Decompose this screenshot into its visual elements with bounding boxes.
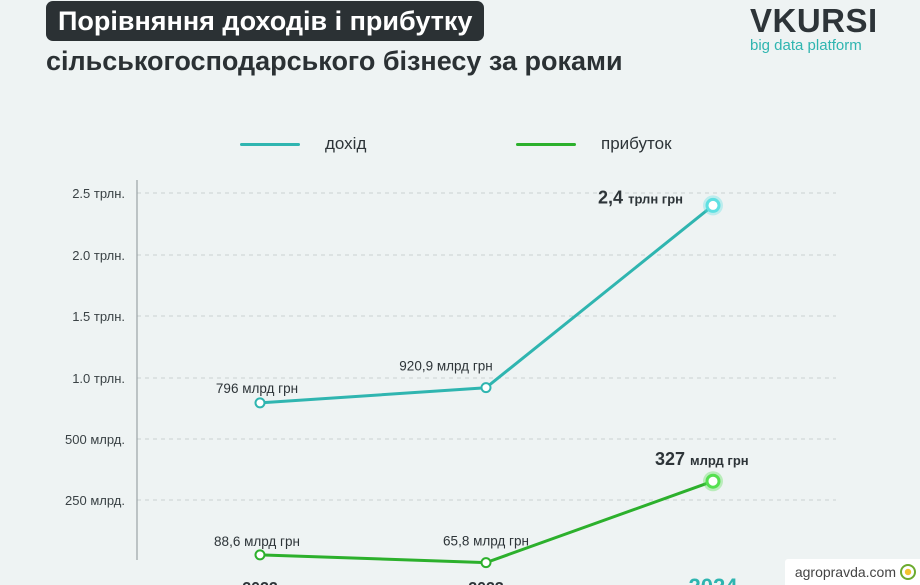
data-point	[480, 382, 492, 394]
watermark: agropravda.com	[784, 559, 920, 585]
chart-title-line-2: сільськогосподарського бізнесу за роками	[46, 46, 623, 76]
legend-label-revenue: дохід	[325, 134, 367, 153]
data-label-highlight: 327 млрд грн	[655, 449, 749, 469]
legend-swatch-profit	[516, 142, 576, 146]
data-label-highlight: 2,4 трлн грн	[598, 187, 683, 207]
series-line-profit	[259, 479, 714, 565]
brand-name: VKURSI	[750, 2, 878, 39]
watermark-text: agropravda.com	[794, 564, 896, 580]
y-tick-label: 1.5 трлн.	[72, 309, 125, 324]
data-label-highlight-unit: трлн грн	[628, 191, 683, 206]
y-tick-label: 250 млрд.	[65, 493, 125, 508]
chart-legend: дохід прибуток	[0, 129, 920, 159]
data-point	[705, 473, 721, 489]
data-label-highlight-unit: млрд грн	[690, 453, 749, 468]
brand-tagline: big data platform	[750, 37, 862, 54]
data-label: 920,9 млрд грн	[399, 359, 492, 374]
y-tick-label: 500 млрд.	[65, 432, 125, 447]
data-label-highlight-value: 2,4	[598, 187, 628, 207]
legend-item-profit: прибуток	[516, 129, 672, 159]
x-tick-label: 2023	[468, 580, 504, 585]
x-tick-label: 2022	[242, 580, 278, 585]
y-tick-label: 2.5 трлн.	[72, 186, 125, 201]
data-label: 796 млрд грн	[216, 381, 298, 396]
agropravda-logo-icon	[900, 564, 916, 580]
data-label-highlight-value: 327	[655, 449, 690, 469]
x-tick-label: 2024	[689, 574, 739, 585]
y-tick-label: 1.0 трлн.	[72, 371, 125, 386]
data-point	[254, 397, 266, 409]
data-point	[705, 197, 721, 213]
legend-swatch-revenue	[240, 142, 300, 146]
data-label: 88,6 млрд грн	[214, 534, 300, 549]
brand-logo: VKURSI big data platform	[750, 2, 878, 54]
legend-label-profit: прибуток	[601, 134, 672, 153]
data-point	[254, 549, 266, 561]
data-point	[480, 557, 492, 569]
legend-item-revenue: дохід	[240, 129, 366, 159]
data-label: 65,8 млрд грн	[443, 534, 529, 549]
y-tick-label: 2.0 трлн.	[72, 248, 125, 263]
chart-title-line-1: Порівняння доходів і прибутку	[46, 1, 485, 41]
